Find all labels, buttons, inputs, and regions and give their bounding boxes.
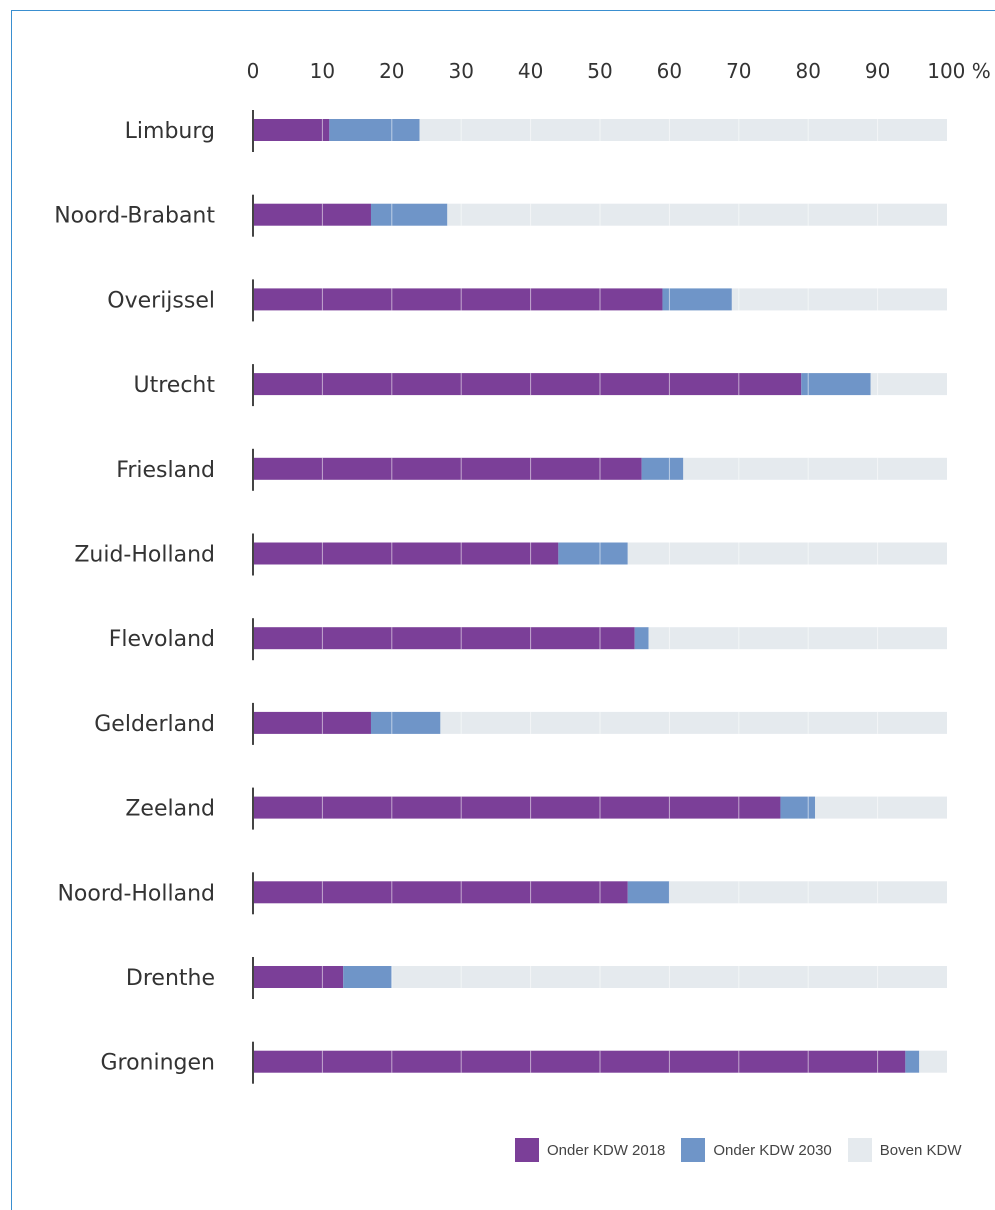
legend-label: Onder KDW 2030 bbox=[713, 1141, 832, 1159]
bar-segment bbox=[253, 627, 635, 650]
category-label: Utrecht bbox=[134, 373, 216, 398]
bar-segment bbox=[905, 1050, 920, 1073]
bar-segment bbox=[662, 288, 732, 311]
x-tick-label: 80 bbox=[795, 59, 820, 83]
category-label: Zuid-Holland bbox=[74, 543, 215, 568]
bar-segment bbox=[683, 457, 947, 480]
bar-segment bbox=[370, 711, 441, 734]
bar-segment bbox=[253, 711, 371, 734]
x-tick-label: 40 bbox=[518, 59, 543, 83]
bar-segment bbox=[419, 119, 947, 141]
bar-segment bbox=[253, 457, 642, 480]
bars bbox=[253, 119, 947, 1073]
x-tick-label: 90 bbox=[865, 59, 890, 83]
chart-frame bbox=[11, 10, 995, 1210]
bar-segment bbox=[253, 203, 371, 226]
x-tick-label: 70 bbox=[726, 59, 751, 83]
bar-segment bbox=[253, 288, 663, 311]
x-tick-label: 30 bbox=[448, 59, 473, 83]
bar-segment bbox=[558, 542, 628, 565]
bar-segment bbox=[329, 119, 420, 141]
x-tick-label: 0 bbox=[247, 59, 260, 83]
bar-segment bbox=[627, 542, 947, 565]
bar-segment bbox=[440, 711, 947, 734]
x-tick-label: 100 % bbox=[927, 59, 991, 83]
bar-segment bbox=[919, 1050, 947, 1073]
bar-segment bbox=[815, 796, 947, 819]
legend-item: Onder KDW 2030 bbox=[681, 1138, 832, 1162]
legend-swatch bbox=[515, 1138, 539, 1162]
category-label: Flevoland bbox=[109, 627, 215, 652]
bar-segment bbox=[627, 881, 670, 904]
legend-label: Boven KDW bbox=[879, 1141, 962, 1159]
bar-segment bbox=[343, 966, 392, 988]
bar-segment bbox=[641, 457, 684, 480]
legend-item: Onder KDW 2018 bbox=[515, 1138, 665, 1162]
bar-segment bbox=[253, 119, 330, 141]
bar-segment bbox=[870, 373, 947, 396]
legend-item: Boven KDW bbox=[847, 1138, 962, 1162]
bar-segment bbox=[648, 627, 947, 650]
bar-segment bbox=[801, 373, 871, 396]
category-label: Groningen bbox=[100, 1051, 215, 1076]
bar-segment bbox=[634, 627, 649, 650]
category-label: Limburg bbox=[125, 119, 215, 144]
category-label: Drenthe bbox=[126, 966, 215, 991]
category-label: Friesland bbox=[116, 458, 215, 483]
legend-label: Onder KDW 2018 bbox=[547, 1141, 666, 1159]
x-tick-label: 20 bbox=[379, 59, 404, 83]
gridlines bbox=[321, 119, 879, 1073]
bar-segment bbox=[253, 881, 628, 904]
bar-segment bbox=[447, 203, 947, 226]
bar-segment bbox=[253, 542, 559, 565]
category-label: Zeeland bbox=[125, 797, 215, 822]
legend-swatch bbox=[847, 1138, 872, 1162]
category-label: Noord-Holland bbox=[57, 881, 215, 906]
bar-segment bbox=[780, 796, 816, 819]
x-tick-label: 60 bbox=[657, 59, 682, 83]
bar-segment bbox=[253, 1050, 906, 1073]
bar-segment bbox=[253, 373, 802, 396]
legend-swatch bbox=[681, 1138, 706, 1162]
category-label: Overijssel bbox=[107, 288, 215, 313]
x-tick-label: 10 bbox=[310, 59, 335, 83]
category-label: Gelderland bbox=[94, 712, 215, 737]
x-tick-label: 50 bbox=[587, 59, 612, 83]
bar-segment bbox=[731, 288, 947, 311]
stacked-bar-chart: 0 10 20 30 40 50 60 70 80 90 100 % Limburg Noord-Br… bbox=[54, 59, 991, 1084]
bar-segment bbox=[253, 966, 344, 988]
bar-segment bbox=[370, 203, 448, 226]
category-label: Noord-Brabant bbox=[54, 204, 215, 229]
legend: Onder KDW 2018 Onder KDW 2030 Boven KDW bbox=[515, 1136, 977, 1164]
category-labels: Limburg Noord-Brabant Overijssel Utrecht Fri… bbox=[54, 119, 215, 1076]
x-axis-ticks: 0 10 20 30 40 50 60 70 80 90 100 % bbox=[247, 59, 991, 83]
bar-segment bbox=[253, 796, 781, 819]
